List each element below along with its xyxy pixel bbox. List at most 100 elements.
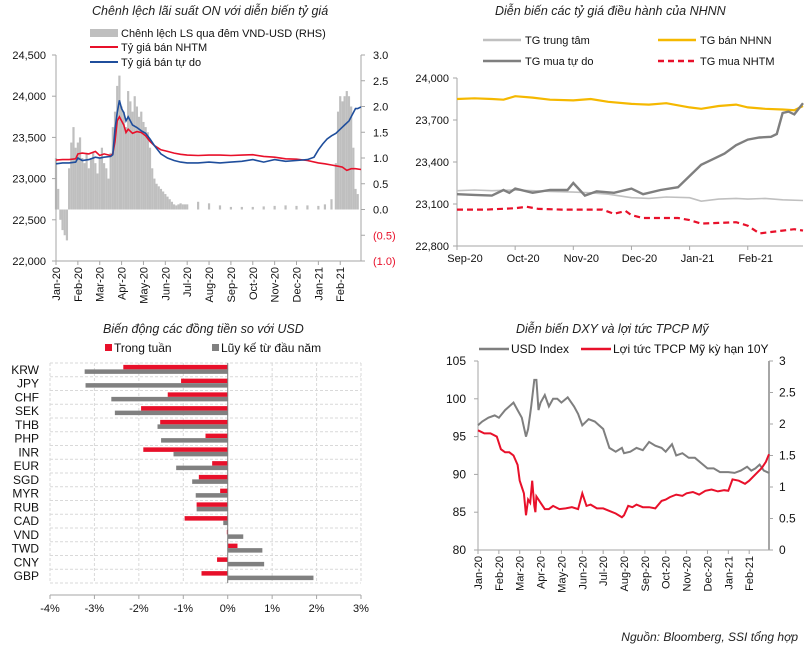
y-tick-label-left: 105: [446, 354, 466, 368]
legend-swatch-bars: [90, 29, 118, 37]
source-note: Nguồn: Bloomberg, SSI tổng hợp: [621, 630, 798, 644]
category-label: SEK: [15, 404, 39, 418]
spread-bar: [168, 199, 171, 210]
legend-label: TG mua tự do: [525, 56, 594, 68]
spread-bar: [352, 147, 355, 210]
series-line-nhtm: [55, 115, 362, 172]
bar-weekly: [227, 543, 238, 549]
spread-bar: [273, 205, 276, 210]
spread-bar: [111, 127, 114, 210]
x-tick-label: Jan-21: [723, 556, 735, 590]
spread-bar: [133, 96, 136, 210]
spread-bar: [70, 142, 73, 210]
spread-bar: [103, 163, 106, 210]
x-tick-label: Jan-20: [51, 267, 63, 301]
bar-weekly: [184, 516, 228, 521]
x-tick-label: Feb-21: [335, 267, 347, 302]
x-tick-label: Sep-20: [447, 253, 482, 265]
y-tick-label-right: (1.0): [373, 256, 396, 268]
y-tick-label-right: 0.5: [373, 179, 388, 191]
y-tick-label: 23,100: [415, 199, 449, 211]
series-line-ust-10y: [477, 429, 770, 519]
y-tick-label-right: 1.0: [373, 153, 388, 165]
x-tick-label: Apr-20: [536, 556, 548, 589]
x-tick-label: 3%: [353, 603, 369, 615]
bar-ytd: [173, 451, 228, 457]
bar-weekly: [220, 488, 228, 494]
spread-bar: [57, 188, 60, 210]
panel-sbv-rates: Diễn biến các tỷ giá điều hành của NHNN …: [405, 0, 810, 320]
category-label: KRW: [11, 363, 39, 377]
chart-title: Chênh lệch lãi suất ON với diễn biến tỷ …: [92, 4, 329, 18]
x-tick-label: Aug-20: [204, 267, 216, 302]
bar-ytd: [85, 383, 228, 388]
category-label: JPY: [17, 377, 39, 391]
bar-ytd: [223, 520, 228, 526]
category-label: CHF: [14, 390, 39, 404]
y-tick-label: 23,700: [415, 115, 449, 127]
spread-bar: [323, 204, 327, 210]
category-label: MYR: [12, 487, 39, 501]
x-tick-label: Jun-20: [577, 556, 589, 590]
spread-bar: [166, 196, 169, 210]
y-tick-label: 23,400: [415, 157, 449, 169]
spread-bar: [87, 168, 90, 210]
y-tick-label-right: 3: [779, 354, 786, 368]
spread-bar: [137, 116, 141, 210]
spread-bar: [341, 101, 344, 210]
chart-fx-vs-usd: KRWJPYCHFSEKTHBPHPINREURSGDMYRRUBCADVNDT…: [11, 341, 369, 615]
spread-bar: [122, 111, 125, 210]
spread-bar: [129, 101, 132, 210]
spread-bar: [153, 178, 156, 210]
category-label: CAD: [14, 514, 40, 528]
spread-bar: [148, 147, 152, 210]
x-tick-label: -1%: [174, 603, 194, 615]
bar-ytd: [227, 575, 314, 581]
x-tick-label: -4%: [40, 603, 60, 615]
x-tick-label: Mar-20: [95, 267, 107, 302]
spread-bar: [295, 205, 298, 210]
x-tick-label: Feb-20: [73, 267, 85, 302]
spread-bar: [98, 158, 101, 210]
bar-weekly: [160, 419, 228, 425]
spread-bar: [146, 132, 149, 210]
x-tick-label: -3%: [85, 603, 105, 615]
y-tick-label-right: 2.5: [779, 386, 796, 400]
spread-bar: [144, 127, 147, 210]
bar-weekly: [167, 392, 228, 397]
spread-bar: [63, 209, 66, 236]
spread-bar: [183, 204, 187, 210]
x-tick-label: Dec-20: [702, 556, 714, 591]
spread-bar: [345, 91, 348, 210]
series-line-free-buying: [456, 102, 804, 197]
spread-bar: [81, 158, 84, 210]
category-label: SGD: [13, 473, 39, 487]
bar-weekly: [205, 433, 228, 439]
category-label: RUB: [14, 500, 39, 514]
bar-weekly: [198, 474, 228, 480]
legend-label: Tỷ giá bán NHTM: [121, 42, 207, 54]
y-tick-label-left: 23,500: [12, 132, 46, 144]
x-tick-label: Dec-20: [622, 253, 657, 265]
series-line-usd-index: [477, 378, 770, 474]
spread-bar: [61, 209, 64, 231]
spread-bar: [94, 163, 97, 210]
spread-bar: [354, 188, 357, 210]
x-tick-label: Jun-20: [160, 267, 172, 301]
spread-bar: [343, 96, 346, 210]
spread-bar: [179, 203, 182, 210]
x-tick-label: Oct-20: [507, 253, 540, 265]
panel-dxy-ust: Diễn biến DXY và lợi tức TPCP Mỹ 80 85 90 9…: [405, 320, 810, 620]
spread-bar: [186, 204, 189, 210]
x-tick-label: Feb-21: [738, 253, 773, 265]
category-label: TWD: [12, 542, 40, 556]
spread-bar: [218, 205, 222, 210]
legend-label: Chênh lệch LS qua đêm VND-USD (RHS): [121, 28, 326, 40]
spread-bar: [177, 204, 180, 210]
category-label: PHP: [14, 432, 39, 446]
spread-bar: [251, 206, 254, 210]
y-tick-label-left: 24,000: [12, 91, 46, 103]
spread-bar: [181, 204, 184, 210]
y-tick-label-left: 90: [453, 467, 467, 481]
y-tick-label-left: 24,500: [12, 50, 46, 62]
